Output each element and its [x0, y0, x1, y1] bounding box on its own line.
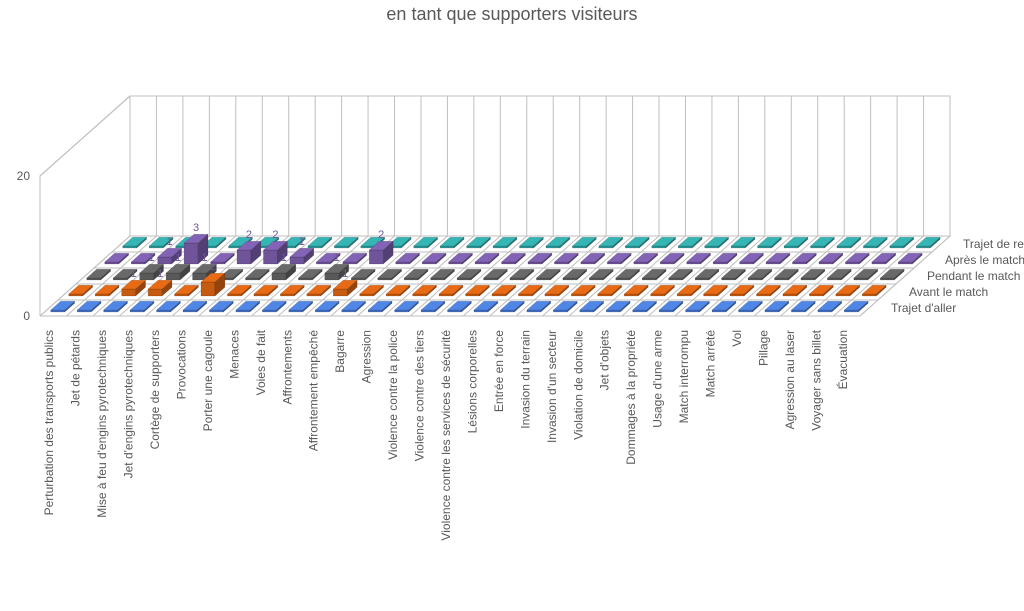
- category-label: Violence contre des tiers: [413, 330, 427, 461]
- category-label: Invasion du terrain: [518, 330, 532, 429]
- svg-text:2: 2: [210, 261, 216, 273]
- category-label: Provocations: [174, 330, 188, 399]
- series-label: Avant le match: [909, 285, 988, 299]
- category-label: Agression au laser: [783, 330, 797, 429]
- series-label: Trajet d'aller: [891, 301, 956, 315]
- svg-text:1: 1: [167, 236, 173, 248]
- category-label: Bagarre: [333, 330, 347, 373]
- category-label: Mise à feu d'engins pyrotechniques: [95, 330, 109, 518]
- category-label: Porter une cagoule: [201, 330, 215, 432]
- chart-svg: 020Trajet de retour132212Après le match1…: [0, 0, 1024, 611]
- category-label: Invasion d'un secteur: [545, 330, 559, 443]
- category-label: Voies de fait: [254, 329, 268, 395]
- category-label: Match interrompu: [677, 330, 691, 423]
- svg-text:2: 2: [246, 229, 252, 241]
- category-label: Vol: [730, 330, 744, 347]
- category-label: Agression: [360, 330, 374, 383]
- category-label: Lésions corporelles: [465, 330, 479, 433]
- category-label: Match arrêté: [704, 330, 718, 398]
- category-label: Perturbation des transports publics: [42, 330, 56, 515]
- svg-text:20: 20: [17, 169, 31, 183]
- category-label: Dommages à la propriété: [624, 330, 638, 465]
- svg-text:1: 1: [334, 252, 340, 264]
- svg-text:1: 1: [299, 236, 305, 248]
- svg-text:1: 1: [201, 252, 207, 264]
- category-label: Jet d'objets: [598, 330, 612, 390]
- series-label: Pendant le match: [927, 269, 1020, 283]
- chart-container: { "chart": { "type": "bar3d", "title": "…: [0, 0, 1024, 611]
- category-label: Affrontement empêché: [307, 330, 321, 452]
- svg-text:3: 3: [193, 222, 199, 234]
- category-label: Affrontements: [280, 330, 294, 404]
- chart-title: en tant que supporters visiteurs: [0, 4, 1024, 25]
- category-label: Violence contre la police: [386, 330, 400, 460]
- category-label: Menaces: [227, 330, 241, 379]
- svg-text:1: 1: [342, 268, 348, 280]
- svg-text:1: 1: [281, 252, 287, 264]
- svg-text:1: 1: [149, 252, 155, 264]
- svg-text:2: 2: [272, 229, 278, 241]
- category-label: Évacuation: [835, 330, 850, 389]
- series-label: Trajet de retour: [963, 237, 1024, 251]
- category-label: Jet de pétards: [69, 330, 83, 406]
- category-label: Usage d'une arme: [651, 330, 665, 428]
- category-label: Jet d'engins pyrotechniques: [122, 330, 136, 478]
- category-label: Voyager sans billet: [809, 329, 823, 430]
- svg-text:1: 1: [157, 268, 163, 280]
- svg-text:0: 0: [23, 309, 30, 323]
- svg-text:1: 1: [175, 252, 181, 264]
- svg-text:2: 2: [378, 229, 384, 241]
- category-label: Pillage: [756, 330, 770, 366]
- category-label: Entrée en force: [492, 330, 506, 412]
- series-label: Après le match: [945, 253, 1024, 267]
- category-label: Cortège de supporters: [148, 330, 162, 449]
- svg-text:1: 1: [131, 268, 137, 280]
- category-label: Violation de domicile: [571, 330, 585, 440]
- category-label: Violence contre les services de sécurité: [439, 330, 453, 541]
